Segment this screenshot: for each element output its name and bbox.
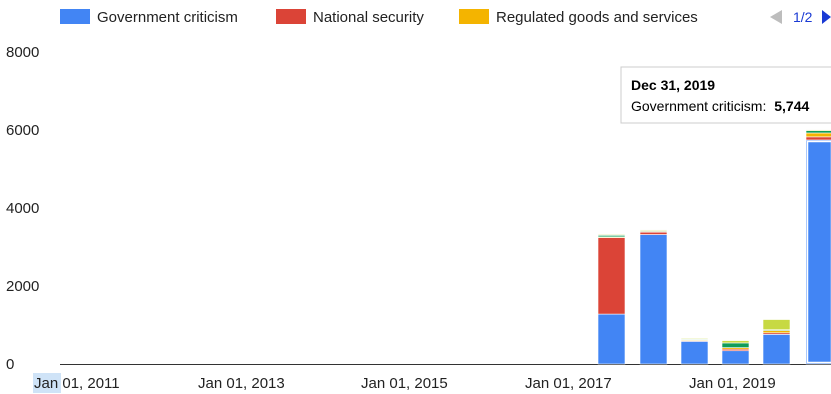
- bar-segment[interactable]: [721, 340, 750, 344]
- x-tick-label: Jan 01, 2015: [361, 375, 448, 392]
- bar-segment[interactable]: [680, 337, 709, 340]
- legend-item-government-criticism[interactable]: Government criticism: [60, 9, 238, 26]
- x-tick-label: Jan 01, 2017: [525, 375, 612, 392]
- legend-label-regulated-goods: Regulated goods and services: [496, 9, 698, 26]
- y-tick-label: 8000: [6, 44, 39, 61]
- bar-segment[interactable]: [762, 319, 791, 330]
- tooltip-series-line: Government criticism: 5,744: [631, 98, 809, 114]
- bar-segment[interactable]: [805, 139, 831, 365]
- bar-segment[interactable]: [762, 334, 791, 365]
- tooltip-series-label: Government criticism:: [631, 98, 766, 114]
- bar-segment[interactable]: [597, 237, 626, 315]
- y-tick-label: 4000: [6, 200, 39, 217]
- x-tick-selection-highlight: [33, 373, 61, 393]
- bar-segment[interactable]: [680, 341, 709, 365]
- bars: [597, 129, 831, 365]
- legend-swatch-regulated-goods: [459, 9, 489, 24]
- legend-item-national-security[interactable]: National security: [276, 9, 424, 26]
- y-axis: 0 2000 4000 6000 8000: [6, 44, 39, 373]
- legend-pager: 1/2: [770, 9, 831, 25]
- bar-segment[interactable]: [721, 350, 750, 365]
- triangle-right-icon[interactable]: [822, 10, 831, 24]
- tooltip: Dec 31, 2019 Government criticism: 5,744: [620, 66, 831, 124]
- tooltip-series-value: 5,744: [774, 98, 809, 114]
- bar-segment[interactable]: [639, 234, 668, 365]
- x-tick-label: Jan 01, 2011: [34, 375, 120, 392]
- x-tick-label: Jan 01, 2019: [689, 375, 776, 392]
- bar-hover-outline: [806, 140, 831, 364]
- y-tick-label: 0: [6, 356, 14, 373]
- bar-segment[interactable]: [762, 330, 791, 334]
- x-axis: Jan 01, 2011 Jan 01, 2013 Jan 01, 2015 Jan …: [33, 373, 776, 393]
- bar-segment[interactable]: [805, 132, 831, 138]
- legend-label-government-criticism: Government criticism: [97, 9, 238, 26]
- tooltip-box: [620, 66, 831, 124]
- legend-page-indicator: 1/2: [793, 9, 813, 25]
- bar-segment[interactable]: [805, 130, 831, 134]
- legend-label-national-security: National security: [313, 9, 424, 26]
- bar-segment[interactable]: [805, 136, 831, 141]
- bar-segment[interactable]: [721, 342, 750, 348]
- y-tick-label: 6000: [6, 122, 39, 139]
- bar-segment[interactable]: [597, 234, 626, 236]
- legend-item-regulated-goods[interactable]: Regulated goods and services: [459, 9, 698, 26]
- bar-segment[interactable]: [805, 129, 831, 131]
- legend: Government criticism National security R…: [60, 9, 831, 26]
- x-tick-label: Jan 01, 2013: [198, 375, 285, 392]
- bar-segment[interactable]: [639, 229, 668, 231]
- bar-segment[interactable]: [639, 231, 668, 235]
- triangle-left-icon[interactable]: [770, 10, 782, 24]
- y-tick-label: 2000: [6, 278, 39, 295]
- tooltip-date: Dec 31, 2019: [631, 77, 715, 93]
- legend-swatch-national-security: [276, 9, 306, 24]
- bar-segment[interactable]: [597, 313, 626, 365]
- legend-swatch-government-criticism: [60, 9, 90, 24]
